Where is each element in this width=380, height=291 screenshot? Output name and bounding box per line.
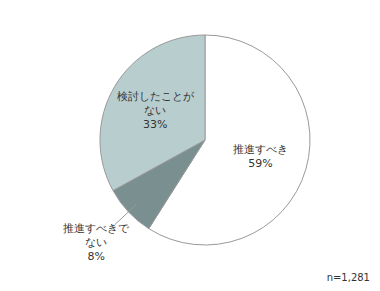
slice-label: 推進すべきでない8% bbox=[63, 222, 130, 263]
chart: 推進すべき59% 推進すべきでない8% 検討したことがない33% n=1,281 bbox=[0, 0, 380, 291]
slice-label: 推進すべき59% bbox=[233, 143, 288, 170]
slices bbox=[100, 35, 310, 245]
slice-label: 検討したことがない33% bbox=[117, 90, 195, 131]
labels: 推進すべき59% 推進すべきでない8% 検討したことがない33% bbox=[63, 90, 288, 262]
pie bbox=[100, 35, 310, 245]
annotation: n=1,281 bbox=[327, 272, 370, 283]
slice bbox=[100, 35, 205, 191]
